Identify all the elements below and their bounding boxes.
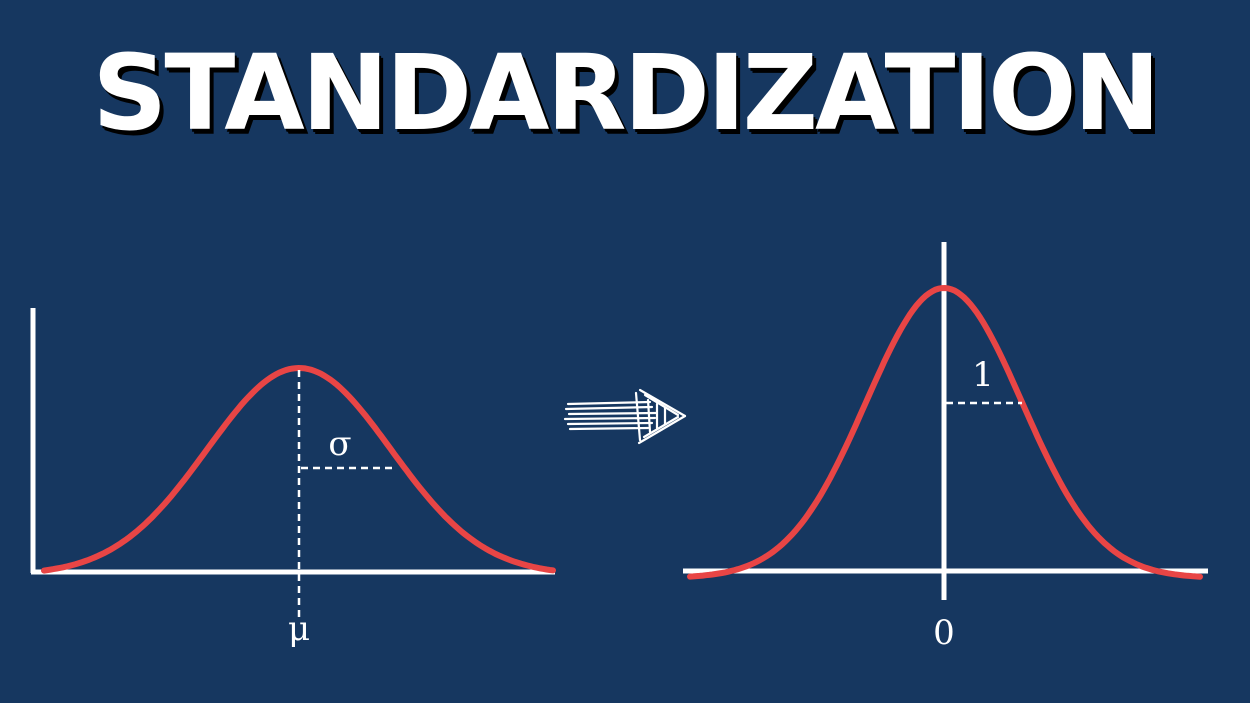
left-bell-curve bbox=[41, 364, 556, 574]
right-sd-label: 1 bbox=[972, 355, 994, 395]
right-mean-label: 0 bbox=[933, 613, 955, 653]
original-distribution-plot: σ μ bbox=[30, 308, 556, 649]
right-arrow-icon bbox=[563, 388, 687, 445]
right-bell-curve bbox=[687, 284, 1203, 580]
standardized-distribution-plot: 1 0 bbox=[683, 242, 1208, 653]
page-title: STANDARDIZATION bbox=[92, 32, 1160, 154]
left-mean-label: μ bbox=[288, 609, 310, 649]
left-sd-label: σ bbox=[328, 424, 351, 464]
